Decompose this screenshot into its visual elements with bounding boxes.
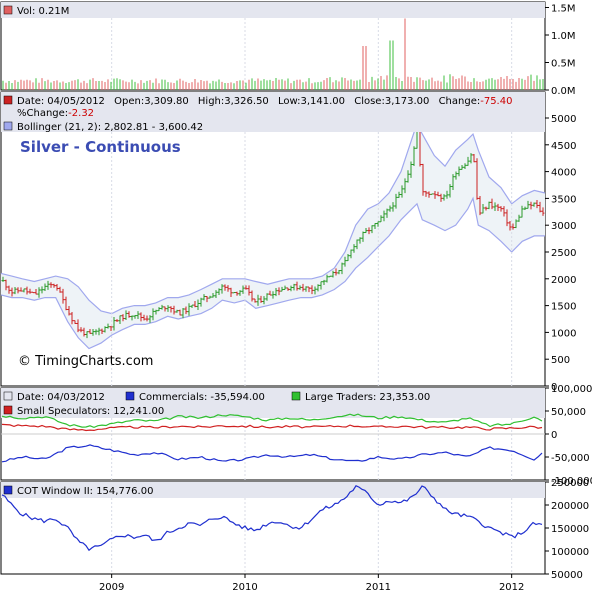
price-tick-label: 0 — [551, 382, 557, 393]
time-tick-label: 2009 — [99, 582, 124, 593]
large-traders-legend: Large Traders: 23,353.00 — [305, 392, 430, 403]
cot-axis: 100,000 50,000 0 -50,000 -100,000 — [545, 384, 592, 487]
cot-window-lines — [1, 485, 543, 574]
cot-window-tick-label: 150000 — [551, 524, 589, 535]
price-info-line-2: %Change:-2.32 — [17, 108, 94, 119]
price-legend-swatch — [3, 95, 13, 105]
cot-series-large-traders — [1, 413, 543, 429]
cot-lines — [1, 413, 545, 480]
volume-panel: Vol: 0.21M 1.5M 1.0M 0.5M 0.0M — [0, 1, 576, 97]
price-tick-label: 5000 — [551, 114, 576, 125]
cot-tick-label: -100,000 — [551, 476, 592, 487]
volume-tick-label: 1.0M — [551, 31, 576, 42]
chart-title: Silver - Continuous — [20, 138, 181, 156]
cot-window-series — [1, 485, 543, 552]
cot-window-panel: COT Window II: 154,776.00 250000 200000 15… — [0, 478, 589, 581]
price-tick-label: 2500 — [551, 248, 576, 259]
price-tick-label: 500 — [551, 355, 570, 366]
price-panel: Date: 04/05/2012 Open:3,309.80 High:3,326… — [0, 91, 576, 393]
small-speculators-swatch — [3, 405, 13, 415]
cot-window-header: COT Window II: 154,776.00 — [17, 486, 153, 497]
volume-tick-label: 1.5M — [551, 4, 576, 15]
cot-date: Date: 04/03/2012 — [17, 392, 105, 403]
price-tick-label: 1500 — [551, 302, 576, 313]
bollinger-band-fill — [1, 123, 545, 349]
time-tick-label: 2010 — [232, 582, 257, 593]
bollinger-lower-line — [0, 196, 545, 350]
volume-header-bar — [1, 2, 545, 18]
price-info-line-1: Date: 04/05/2012 Open:3,309.80 High:3,326… — [17, 96, 512, 107]
commercials-swatch — [125, 391, 135, 401]
large-traders-swatch — [291, 391, 301, 401]
price-tick-label: 4000 — [551, 168, 576, 179]
volume-bars — [2, 18, 544, 90]
time-axis: 2009 2010 2011 2012 — [99, 574, 524, 593]
copyright-text: © TimingCharts.com — [18, 354, 153, 369]
cot-window-tick-label: 250000 — [551, 478, 589, 489]
time-tick-label: 2012 — [499, 582, 524, 593]
cot-date-swatch — [3, 391, 13, 401]
cot-window-tick-label: 100000 — [551, 547, 589, 558]
volume-tick-label: 0.0M — [551, 86, 576, 97]
time-tick-label: 2011 — [366, 582, 391, 593]
cot-window-swatch — [3, 485, 13, 495]
price-tick-label: 1000 — [551, 328, 576, 339]
cot-window-tick-label: 50000 — [551, 570, 583, 581]
volume-header: Vol: 0.21M — [17, 6, 69, 17]
price-tick-label: 2000 — [551, 275, 576, 286]
commercials-legend: Commercials: -35,594.00 — [139, 392, 265, 403]
small-speculators-legend: Small Speculators: 12,241.00 — [17, 406, 164, 417]
cot-tick-label: 100,000 — [551, 384, 592, 395]
cot-tick-label: -50,000 — [551, 453, 590, 464]
bollinger-upper-line — [0, 121, 546, 315]
price-bars — [1, 125, 545, 386]
cot-series-small-speculators — [1, 423, 543, 432]
price-info-bar — [1, 92, 545, 132]
cot-series-commercials — [1, 444, 543, 463]
cot-panel: Date: 04/03/2012 Commercials: -35,594.00 L… — [0, 384, 592, 487]
cot-header-bar — [1, 388, 545, 418]
cot-tick-label: 50,000 — [551, 407, 586, 418]
volume-legend-swatch — [3, 5, 13, 15]
volume-axis: 1.5M 1.0M 0.5M 0.0M — [545, 4, 576, 97]
cot-window-tick-label: 200000 — [551, 501, 589, 512]
cot-tick-label: 0 — [551, 430, 557, 441]
bollinger-legend: Bollinger (21, 2): 2,802.81 - 3,600.42 — [17, 122, 203, 133]
volume-tick-label: 0.5M — [551, 59, 576, 70]
price-tick-label: 3000 — [551, 221, 576, 232]
bollinger-legend-swatch — [3, 121, 13, 131]
cot-window-header-bar — [1, 482, 545, 498]
price-tick-label: 4500 — [551, 141, 576, 152]
price-tick-label: 3500 — [551, 194, 576, 205]
cot-window-axis: 250000 200000 150000 100000 50000 — [545, 478, 589, 581]
